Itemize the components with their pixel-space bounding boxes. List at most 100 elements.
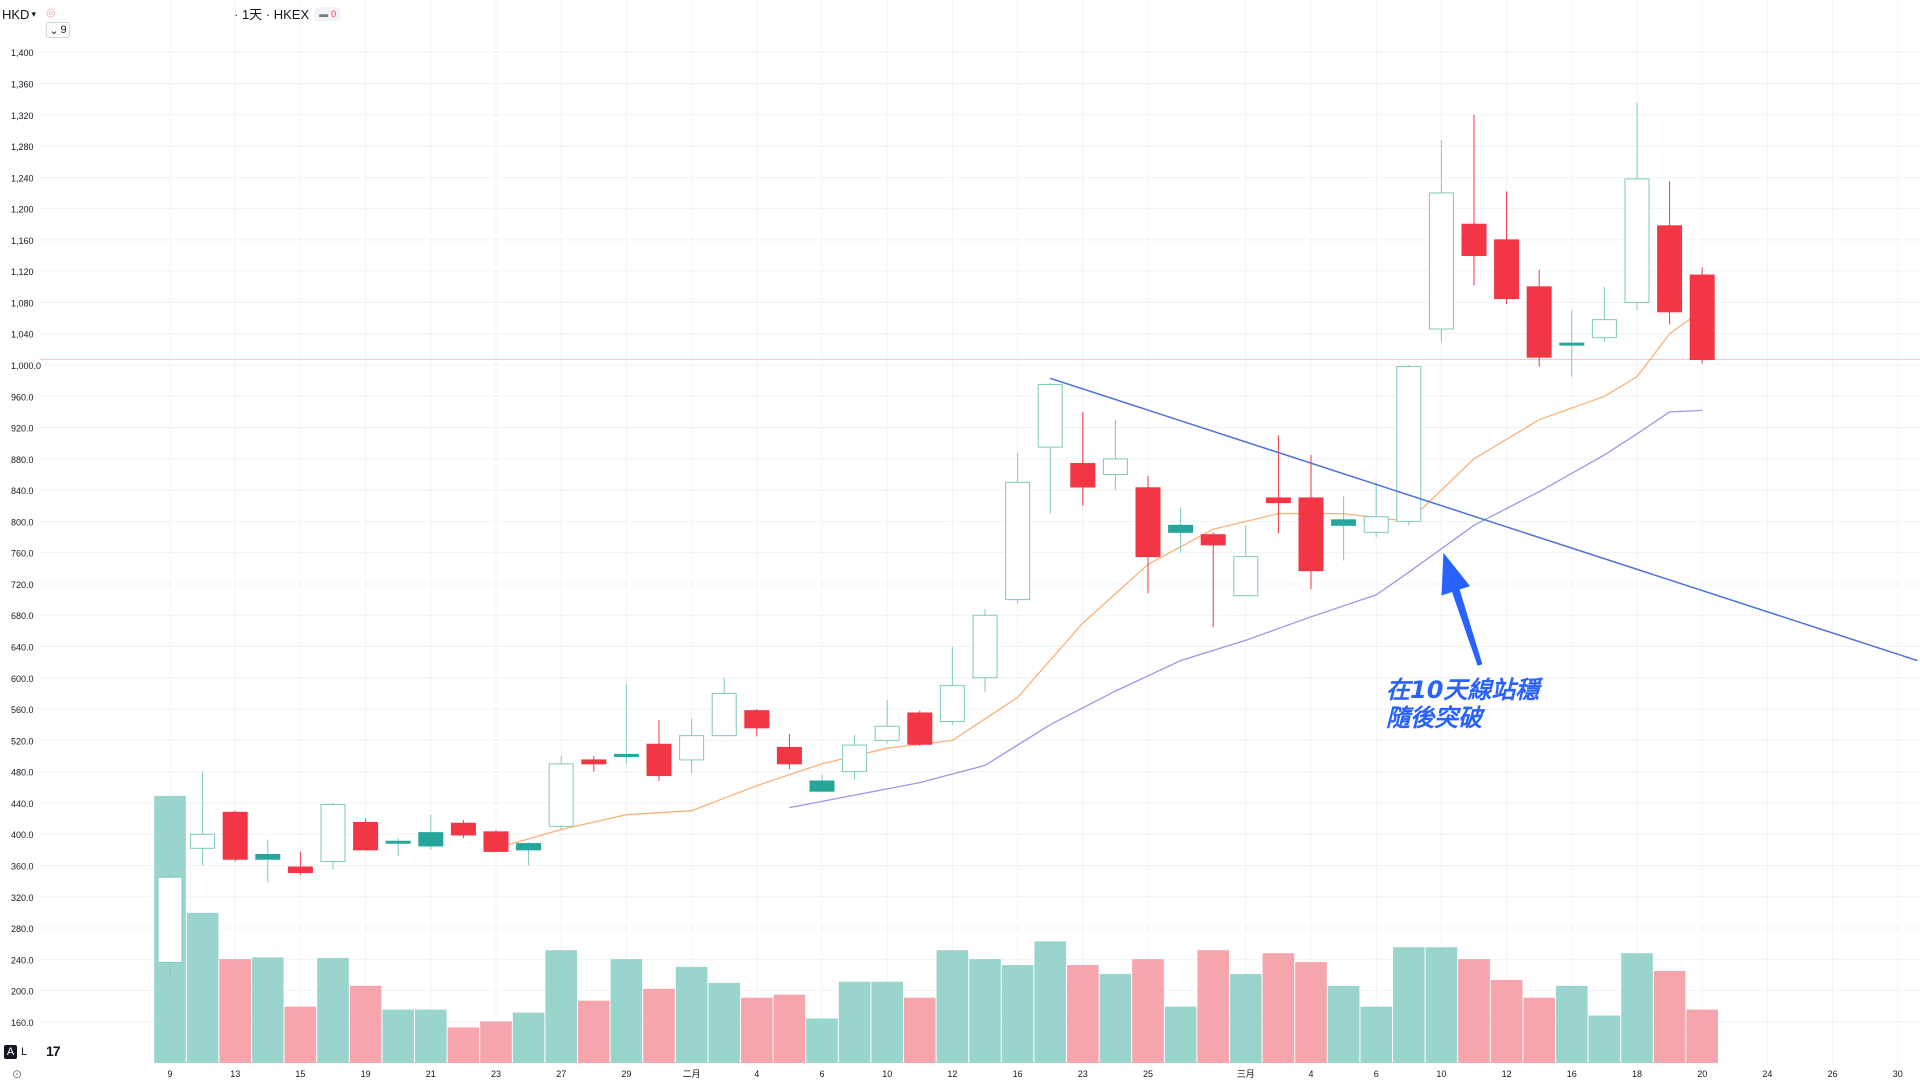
x-tick-label: 6	[819, 1069, 824, 1079]
status-badge[interactable]: ▬ 0	[315, 6, 341, 21]
volume-bar	[643, 988, 675, 1063]
currency-selector[interactable]: HKD	[2, 6, 30, 22]
x-tick-label: 4	[1308, 1069, 1313, 1079]
y-tick-label: 400.0	[11, 830, 34, 840]
volume-bar	[1490, 979, 1523, 1063]
volume-bar	[1523, 997, 1555, 1063]
scale-toggles: A L	[4, 1045, 27, 1059]
y-tick-label: 320.0	[11, 893, 34, 903]
x-tick-label: 16	[1567, 1069, 1577, 1079]
candle-body	[1005, 481, 1031, 601]
volume-bar	[1034, 941, 1066, 1063]
candle-body	[1298, 497, 1324, 572]
y-tick-label: 1,360	[11, 79, 34, 89]
y-tick-label: 360.0	[11, 861, 34, 871]
candle-body	[222, 811, 248, 860]
candle-body	[190, 833, 216, 849]
candle-body	[1657, 225, 1683, 313]
y-tick-label: 1,280	[11, 142, 34, 152]
candle-body	[1200, 534, 1226, 546]
volume-bar	[349, 985, 382, 1063]
y-tick-label: 1,400	[11, 48, 34, 58]
x-tick-label: 30	[1893, 1069, 1903, 1079]
y-tick-label: 1,240	[11, 173, 34, 183]
collapse-indicators-button[interactable]: ⌄ 9	[46, 22, 70, 38]
x-tick-label: 18	[1632, 1069, 1642, 1079]
candle-body	[1689, 274, 1715, 361]
candle-body	[483, 831, 509, 852]
candle-body	[1331, 519, 1357, 526]
candle-body	[516, 843, 542, 851]
tradingview-logo: 17	[46, 1043, 61, 1059]
x-tick-label: 6	[1374, 1069, 1379, 1079]
candle-body	[385, 840, 411, 844]
annotation-line-2: 隨後突破	[1386, 704, 1482, 732]
minus-icon: ▬	[319, 8, 329, 19]
volume-bar	[578, 1000, 610, 1063]
volume-bar	[1425, 947, 1458, 1063]
y-tick-label: 680.0	[11, 611, 34, 621]
y-tick-label: 1,120	[11, 267, 34, 277]
candle-body	[711, 692, 737, 737]
volume-bar	[1132, 959, 1164, 1063]
candle-body	[972, 614, 998, 679]
badge-count: 0	[331, 8, 337, 19]
volume-bar	[1262, 953, 1295, 1063]
volume-bar	[773, 994, 806, 1063]
volume-bar	[806, 1018, 838, 1063]
y-tick-label: 480.0	[11, 768, 34, 778]
x-tick-label: 二月	[683, 1069, 701, 1079]
annotation-line-1: 在10天線站穩	[1386, 676, 1540, 704]
candle-body	[548, 763, 574, 827]
log-scale-button[interactable]: L	[21, 1046, 28, 1058]
candle-body	[1168, 524, 1194, 533]
x-tick-label: 13	[230, 1069, 240, 1079]
candle-body	[1428, 192, 1454, 330]
symbol-interval-exchange: · 1天 · HKEX	[234, 7, 310, 22]
x-tick-label: 4	[754, 1069, 759, 1079]
x-tick-label: 26	[1828, 1069, 1838, 1079]
x-tick-label: 15	[295, 1069, 305, 1079]
candle-body	[1624, 178, 1650, 303]
indicator-count: 9	[60, 24, 67, 36]
candle-body	[1070, 463, 1096, 488]
volume-bar	[480, 1021, 512, 1063]
volume-bar	[1360, 1006, 1392, 1063]
volume-bar	[1001, 965, 1034, 1063]
volume-bar	[545, 950, 577, 1063]
candle-body	[1591, 319, 1617, 339]
y-tick-label: 520.0	[11, 736, 34, 746]
candle-body	[287, 866, 313, 874]
x-tick-label: 24	[1762, 1069, 1772, 1079]
candle-body	[255, 854, 281, 860]
x-tick-label: 23	[491, 1069, 501, 1079]
candle-body	[1461, 223, 1487, 257]
volume-bar	[284, 1006, 317, 1063]
ma5-line	[495, 309, 1703, 849]
symbol-info: · 1天 · HKEX ▬ 0	[234, 4, 341, 23]
candle-body	[450, 822, 476, 836]
candle-body	[1102, 458, 1128, 475]
volume-bar	[1230, 973, 1262, 1063]
ma10-line	[789, 409, 1703, 809]
candle-body	[679, 735, 705, 761]
x-tick-label: 21	[426, 1069, 436, 1079]
candle-body	[907, 712, 933, 745]
annotation-arrow	[1441, 552, 1483, 666]
x-tick-label: 27	[556, 1069, 566, 1079]
candle-body	[418, 832, 444, 847]
x-tick-label: 16	[1013, 1069, 1023, 1079]
volume-bar	[1197, 950, 1229, 1063]
y-tick-label: 1,080	[11, 298, 34, 308]
settings-icon[interactable]: ⊙	[12, 1067, 23, 1081]
candle-body	[353, 821, 379, 851]
top-bar: HKD ▾	[2, 4, 36, 24]
volume-bar	[1164, 1006, 1197, 1063]
y-tick-label: 720.0	[11, 580, 34, 590]
volume-bar	[1621, 953, 1653, 1063]
y-tick-label: 240.0	[11, 955, 34, 965]
candle-body	[1233, 556, 1259, 597]
auto-scale-button[interactable]: A	[4, 1045, 17, 1059]
volume-bar	[252, 957, 284, 1063]
